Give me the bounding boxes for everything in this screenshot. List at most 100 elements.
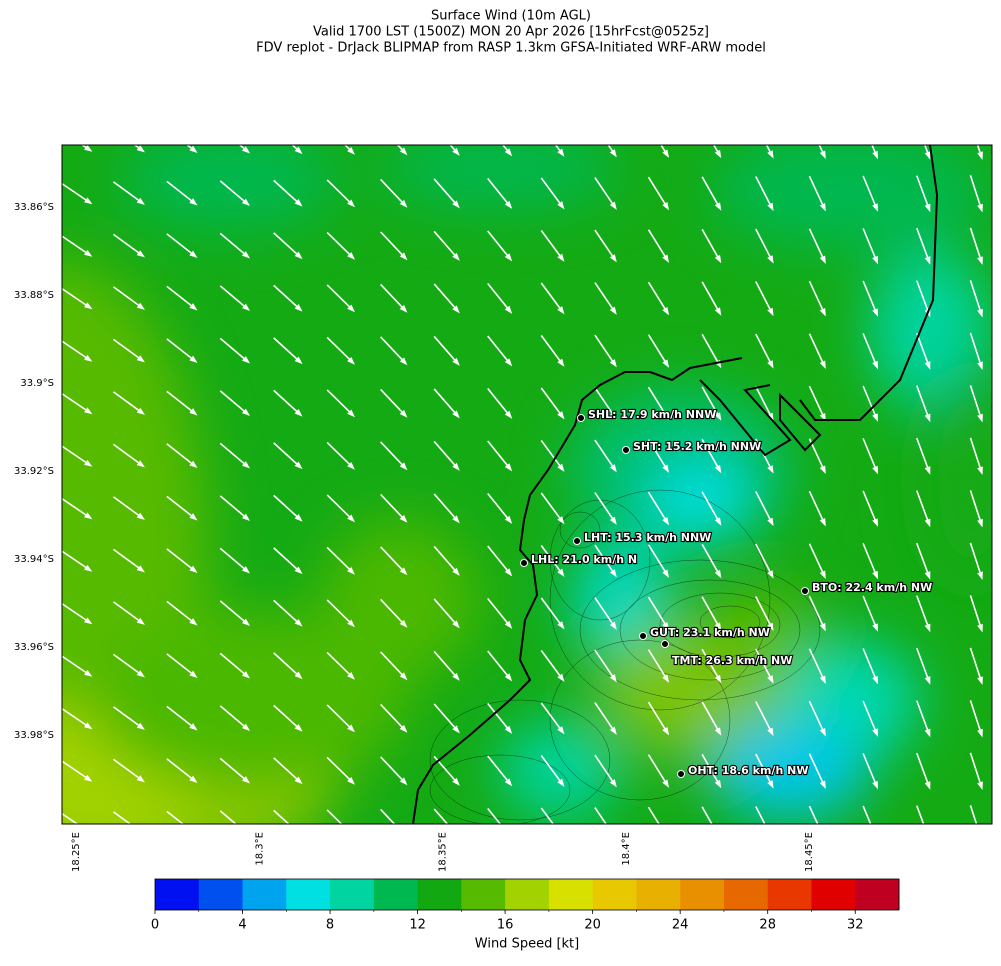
arrow-head [399,147,408,156]
arrow-head [137,828,145,835]
wind-arrow [326,546,354,574]
arrow-head [977,518,983,528]
wind-arrow [380,178,406,207]
wind-arrow [755,228,773,262]
arrow-head [819,623,826,632]
wind-arrow [219,757,249,783]
arrow-head [714,517,722,526]
wind-arrow [808,595,826,630]
arrow-head [189,408,198,416]
wind-arrow [594,702,616,733]
arrow-head [295,829,303,837]
wind-arrow [647,701,669,734]
arrow-head [241,461,251,469]
arrow-head [504,725,513,734]
arrow-head [977,413,983,423]
arrow-head [452,777,460,786]
wind-arrow [62,340,91,361]
lon-label: 18.3°E [254,832,265,866]
wind-arrow [916,752,930,788]
arrow-head [714,569,722,579]
arrow-head [872,465,879,475]
wind-arrow [166,180,196,205]
wind-arrow [112,758,144,782]
arrow-head [609,411,617,420]
arrow-head [977,676,983,685]
arrow-head [241,618,251,627]
station-dot [622,446,630,454]
wind-arrow [219,705,249,730]
arrow-head [925,834,931,843]
arrow-head [872,780,879,790]
lat-label: 33.98°S [14,730,54,741]
arrow-head [347,829,355,837]
arrow-head [189,670,198,678]
station-label: SHT: 15.2 km/h NNW [633,440,761,453]
arrow-head [136,565,145,573]
arrow-head [241,513,251,522]
wind-arrow [62,445,91,466]
wind-arrow [433,545,459,575]
wind-arrow [273,442,301,468]
arrow-head [400,830,408,838]
wind-arrow [326,704,354,731]
wind-arrow [701,438,721,472]
arrow-head [347,566,355,575]
wind-arrow [755,281,773,314]
arrow-head [557,516,565,525]
wind-arrow [343,145,354,154]
wind-arrow [62,760,91,781]
wind-arrow [326,651,354,679]
arrow-head [557,673,565,682]
wind-arrow [647,806,660,824]
arrow-head [819,203,826,212]
wind-arrow [916,542,930,578]
wind-arrow [862,753,878,787]
arrow-head [136,197,145,205]
arrow-head [241,776,251,784]
arrow-head [872,203,879,212]
arrow-head [609,779,617,788]
arrow-head [504,253,513,262]
wind-arrow [594,282,616,313]
wind-arrow [647,176,669,209]
wind-arrow [916,805,925,824]
wind-arrow [326,284,354,311]
arrow-head [452,672,460,681]
arrow-head [294,356,303,365]
wind-arrow [594,177,616,208]
arrow-head [557,621,565,630]
station-dot [577,414,585,422]
wind-arrow [433,808,449,824]
wind-arrow [862,700,878,735]
arrow-head [399,462,408,471]
wind-arrow [594,492,616,523]
lat-label: 33.86°S [14,202,54,213]
lon-label: 18.25°E [71,832,82,872]
wind-arrow [62,235,91,256]
arrow-head [819,360,826,370]
wind-arrow [166,495,196,520]
wind-arrow [273,599,301,626]
wind-arrow [976,145,983,158]
arrow-head [819,518,826,527]
arrow-head [557,253,565,262]
wind-arrow [219,547,249,573]
wind-arrow [380,283,406,312]
wind-arrow [219,442,249,468]
arrow-head [924,623,931,633]
wind-arrow [433,335,459,365]
arrow-head [399,567,408,576]
wind-arrow [449,145,459,155]
wind-arrow [969,332,983,368]
arrow-head [609,516,617,525]
wind-arrow [808,648,826,682]
wind-arrow [487,807,502,824]
wind-arrow [755,491,773,524]
wind-arrow [594,544,616,576]
arrow-head [504,778,513,787]
arrow-head [924,781,931,790]
arrow-head [504,358,513,367]
arrow-head [924,466,931,475]
